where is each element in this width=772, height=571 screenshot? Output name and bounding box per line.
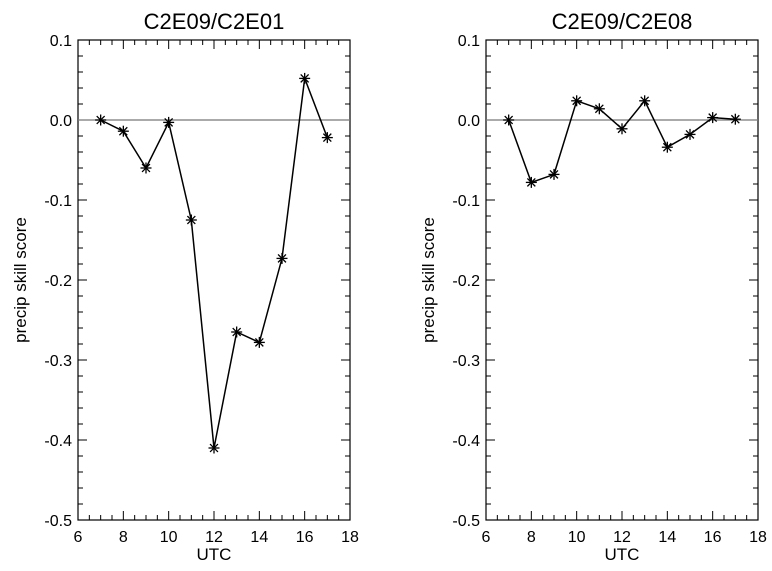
data-point-marker <box>163 116 175 128</box>
data-point-marker <box>503 114 515 126</box>
data-point-marker <box>616 123 628 135</box>
data-point-marker <box>593 103 605 115</box>
y-tick-label: 0.0 <box>458 113 480 130</box>
data-point-marker <box>321 132 333 144</box>
y-tick-label: -0.5 <box>44 513 72 530</box>
data-point-marker <box>185 214 197 226</box>
y-tick-label: -0.5 <box>452 513 480 530</box>
x-tick-label: 14 <box>658 529 676 546</box>
chart-panel-left: 6 8 10 12 14 16 18 0.1 0.0 -0.1 -0.2 -0.3 -0.4 -0.5 C2… <box>11 9 359 564</box>
y-tick-label: 0.0 <box>50 113 72 130</box>
data-point-marker <box>299 72 311 84</box>
y-axis-label: precip skill score <box>11 217 30 343</box>
data-point-marker <box>661 141 673 153</box>
y-tick-label: -0.4 <box>452 433 480 450</box>
chart-title-right: C2E09/C2E08 <box>552 9 693 34</box>
x-tick-label: 18 <box>341 529 359 546</box>
x-tick-label: 14 <box>250 529 268 546</box>
x-axis-label: UTC <box>197 545 232 564</box>
data-point-marker <box>707 112 719 124</box>
data-point-marker <box>117 125 129 137</box>
data-point-marker <box>253 336 265 348</box>
series-line <box>100 78 329 449</box>
x-tick-label: 12 <box>613 529 631 546</box>
data-point-marker <box>684 128 696 140</box>
data-point-marker <box>95 114 107 126</box>
x-tick-label: 18 <box>749 529 767 546</box>
x-tick-label: 10 <box>568 529 586 546</box>
y-tick-label: -0.3 <box>44 353 72 370</box>
y-tick-label: -0.1 <box>44 193 72 210</box>
data-point-marker <box>231 326 243 338</box>
y-tick-label: -0.2 <box>452 273 480 290</box>
chart-title-left: C2E09/C2E01 <box>144 9 285 34</box>
x-tick-label: 8 <box>527 529 536 546</box>
x-tick-label: 16 <box>296 529 314 546</box>
y-axis-label: precip skill score <box>419 217 438 343</box>
y-tick-label: -0.3 <box>452 353 480 370</box>
x-tick-label: 16 <box>704 529 722 546</box>
series-line <box>507 99 736 184</box>
x-tick-label: 12 <box>205 529 223 546</box>
data-point-marker <box>276 252 288 264</box>
data-point-marker <box>639 95 651 107</box>
y-tick-label: 0.1 <box>458 33 480 50</box>
y-tick-label: -0.2 <box>44 273 72 290</box>
x-axis-label: UTC <box>605 545 640 564</box>
x-tick-label: 6 <box>482 529 491 546</box>
y-tick-label: -0.1 <box>452 193 480 210</box>
x-tick-label: 6 <box>74 529 83 546</box>
y-tick-label: -0.4 <box>44 433 72 450</box>
data-point-marker <box>525 176 537 188</box>
data-point-marker <box>208 442 220 454</box>
data-point-marker <box>571 95 583 107</box>
x-tick-label: 10 <box>160 529 178 546</box>
data-point-marker <box>140 162 152 174</box>
x-tick-label: 8 <box>119 529 128 546</box>
data-point-marker <box>548 168 560 180</box>
plot-frame <box>485 39 759 521</box>
chart-panel-right: 6 8 10 12 14 16 18 0.1 0.0 -0.1 -0.2 -0.3 -0.4 -0.5 C2… <box>419 9 767 564</box>
data-point-marker <box>729 113 741 125</box>
y-tick-label: 0.1 <box>50 33 72 50</box>
